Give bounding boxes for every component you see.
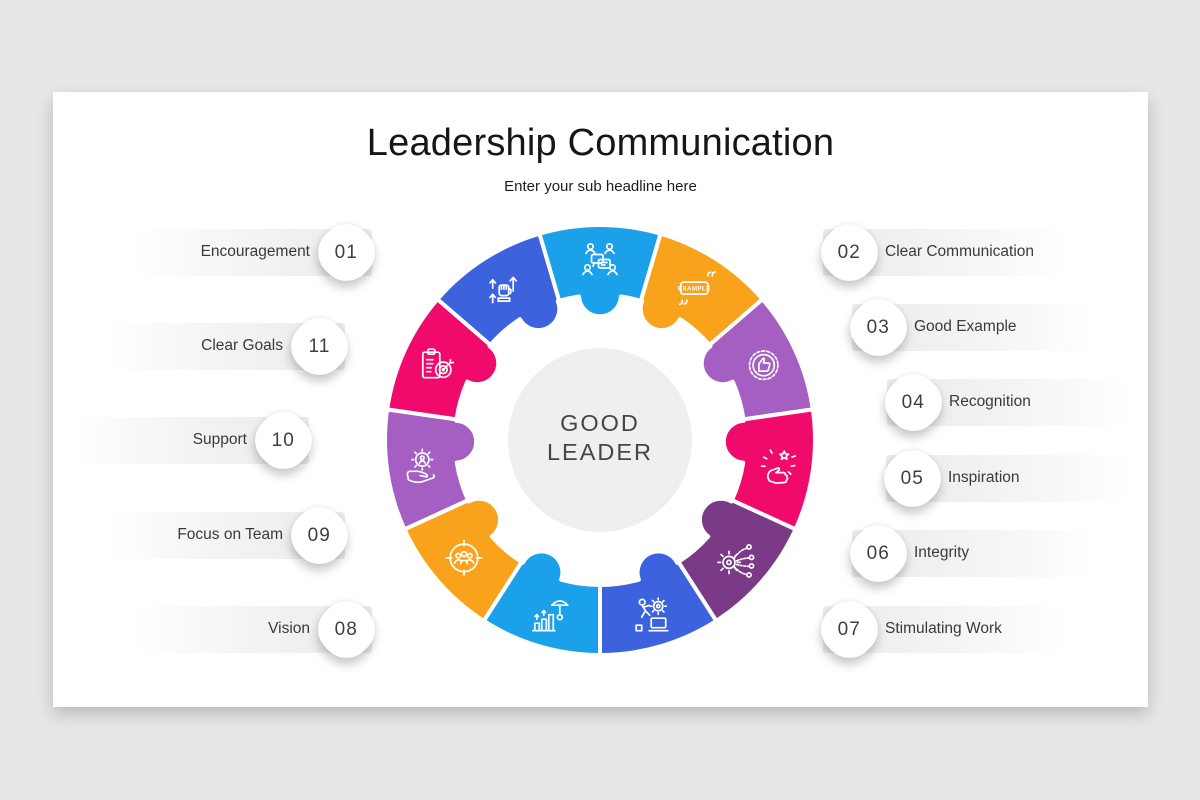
puzzle-piece-recognition <box>699 297 815 422</box>
puzzle-piece-shape <box>721 407 817 532</box>
item-number: 05 <box>900 466 924 488</box>
item-number: 08 <box>334 617 358 639</box>
list-item-clear-goals: Clear Goals 11 <box>113 307 358 385</box>
puzzle-piece-shape <box>699 297 815 422</box>
list-item-vision: Vision 08 <box>140 590 385 668</box>
item-number: 10 <box>271 428 295 450</box>
item-label: Vision <box>268 620 310 638</box>
vision-icon <box>531 600 569 632</box>
puzzle-piece-support <box>383 407 479 532</box>
stimulating-work-icon <box>635 597 669 632</box>
item-number: 07 <box>837 617 861 639</box>
number-badge: 11 <box>280 307 358 385</box>
recognition-icon <box>748 350 779 381</box>
page-subtitle: Enter your sub headline here <box>504 178 697 195</box>
number-badge: 01 <box>307 213 385 291</box>
puzzle-piece-integrity <box>676 496 798 623</box>
item-label: Encouragement <box>200 243 310 261</box>
number-badge: 10 <box>244 401 322 479</box>
number-badge: 02 <box>810 213 888 291</box>
list-item-stimulating-work: Stimulating Work 07 <box>810 590 1063 668</box>
puzzle-piece-shape <box>383 407 479 532</box>
slide-card: Leadership Communication Enter your sub … <box>53 92 1148 707</box>
number-badge: 03 <box>839 288 917 366</box>
good-example-icon: EXAMPLE <box>678 271 716 306</box>
leadership-wheel: EXAMPLE GOOD LEADER <box>383 223 817 657</box>
puzzle-piece-shape <box>537 223 663 319</box>
list-item-good-example: Good Example 03 <box>839 288 1092 366</box>
puzzle-piece-shape <box>598 549 719 657</box>
item-label: Recognition <box>949 393 1031 411</box>
item-label: Good Example <box>914 318 1017 336</box>
list-item-inspiration: Inspiration 05 <box>873 439 1126 517</box>
item-label: Stimulating Work <box>885 620 1002 638</box>
number-badge: 08 <box>307 590 385 668</box>
clear-communication-icon <box>582 242 618 276</box>
list-item-clear-communication: Clear Communication 02 <box>810 213 1063 291</box>
number-badge: 07 <box>810 590 888 668</box>
number-badge: 06 <box>839 514 917 592</box>
list-item-support: Support 10 <box>77 401 322 479</box>
svg-text:EXAMPLE: EXAMPLE <box>678 286 711 293</box>
center-circle <box>508 348 692 532</box>
item-number: 04 <box>901 390 925 412</box>
support-icon <box>406 448 436 484</box>
item-label: Support <box>192 431 247 449</box>
item-number: 11 <box>308 334 330 356</box>
puzzle-piece-focus-on-team <box>402 496 524 623</box>
list-item-encouragement: Encouragement 01 <box>140 213 385 291</box>
number-badge: 09 <box>280 496 358 574</box>
list-item-recognition: Recognition 04 <box>874 363 1127 441</box>
number-badge: 05 <box>873 439 951 517</box>
item-label: Inspiration <box>948 469 1020 487</box>
integrity-icon <box>717 543 755 578</box>
list-item-integrity: Integrity 06 <box>839 514 1092 592</box>
puzzle-piece-shape <box>638 231 765 348</box>
item-number: 03 <box>866 315 890 337</box>
puzzle-piece-stimulating-work <box>598 549 719 657</box>
inspiration-icon <box>760 449 797 484</box>
number-badge: 04 <box>874 363 952 441</box>
puzzle-piece-inspiration <box>721 407 817 532</box>
puzzle-piece-clear-communication <box>537 223 663 319</box>
item-number: 09 <box>307 523 331 545</box>
item-number: 02 <box>837 240 861 262</box>
puzzle-piece-encouragement <box>435 231 562 348</box>
page-title: Leadership Communication <box>366 122 835 164</box>
item-number: 06 <box>866 541 890 563</box>
item-label: Integrity <box>914 544 970 562</box>
puzzle-piece-good-example: EXAMPLE <box>638 231 765 348</box>
focus-on-team-icon <box>445 539 483 577</box>
list-item-focus-on-team: Focus on Team 09 <box>113 496 358 574</box>
center-label: GOOD LEADER <box>547 410 653 465</box>
item-number: 01 <box>334 240 358 262</box>
encouragement-icon <box>489 276 518 304</box>
item-label: Focus on Team <box>177 526 283 544</box>
item-label: Clear Communication <box>885 243 1035 261</box>
item-label: Clear Goals <box>201 337 283 355</box>
clear-goals-icon <box>421 348 455 379</box>
